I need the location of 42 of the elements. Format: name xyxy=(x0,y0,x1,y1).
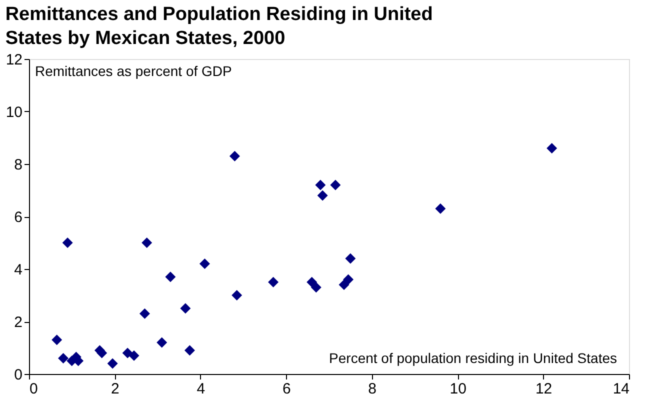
point xyxy=(184,345,195,356)
y-tick-label: 2 xyxy=(14,314,22,331)
point xyxy=(435,203,446,214)
x-tick-label: 0 xyxy=(30,380,38,398)
y-tick-label: 6 xyxy=(14,209,22,226)
point xyxy=(268,276,279,288)
x-tick-label: 10 xyxy=(450,380,466,398)
x-axis-title: Percent of population residing in United States xyxy=(329,350,617,366)
y-tick-label: 0 xyxy=(14,366,22,384)
y-tick-label: 8 xyxy=(14,156,22,174)
point xyxy=(199,258,210,269)
point xyxy=(345,253,356,264)
point xyxy=(52,334,62,346)
chart-title: Remittances and Population Residing in United States by Mexican States, 2000 xyxy=(5,4,433,49)
point xyxy=(315,180,326,190)
point xyxy=(128,350,140,361)
x-tick-label: 2 xyxy=(111,380,120,398)
point xyxy=(343,274,354,285)
point xyxy=(139,308,150,319)
point xyxy=(156,337,168,348)
x-tick-label: 8 xyxy=(368,380,377,398)
point xyxy=(165,272,176,282)
x-tick-label: 6 xyxy=(282,380,291,398)
point xyxy=(58,353,69,364)
point xyxy=(142,238,152,248)
x-tick-label: 12 xyxy=(535,380,552,398)
point xyxy=(317,190,328,201)
point xyxy=(546,143,558,154)
point xyxy=(229,150,240,162)
point xyxy=(62,238,73,248)
point xyxy=(306,276,318,288)
point xyxy=(330,180,341,190)
point xyxy=(310,282,322,293)
y-tick-label: 4 xyxy=(14,262,22,278)
x-tick-label: 14 xyxy=(612,380,630,398)
y-tick-label: 12 xyxy=(6,52,22,68)
point xyxy=(107,358,118,369)
point xyxy=(232,290,242,300)
x-tick-label: 4 xyxy=(196,380,206,398)
point xyxy=(180,303,191,314)
y-axis-title: Remittances as percent of GDP xyxy=(35,63,232,79)
y-tick-label: 10 xyxy=(6,104,22,121)
